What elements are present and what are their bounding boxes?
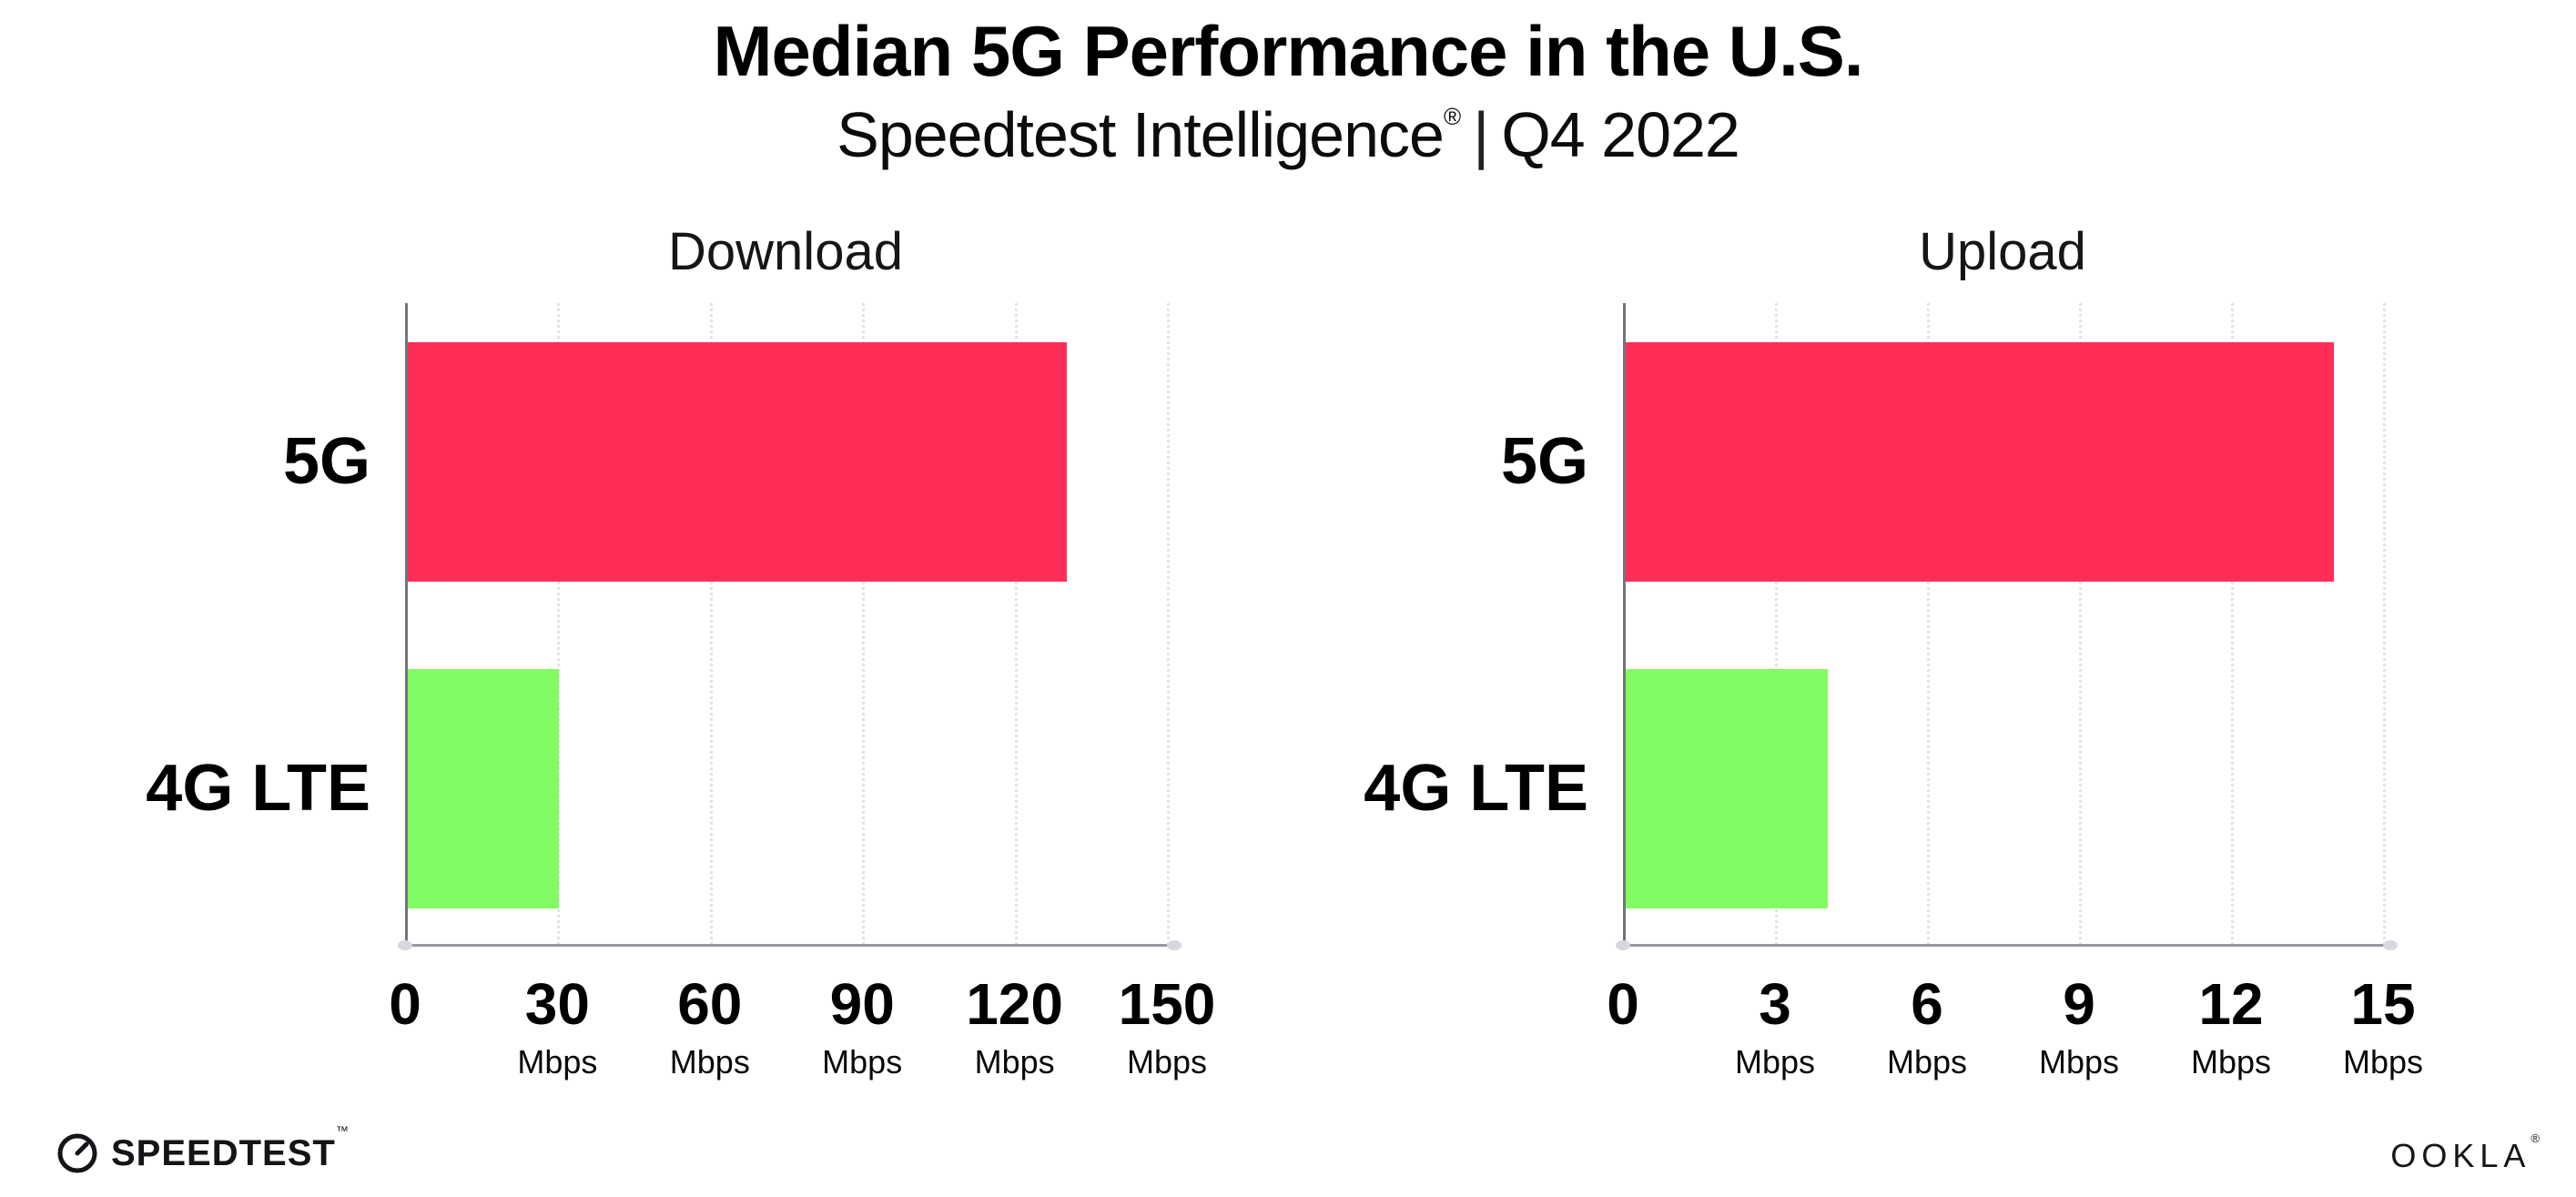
x-axis-ticks-upload: 0 3 Mbps 6 Mbps 9 Mbps 12 Mbps 15 Mbps — [1607, 971, 2423, 1093]
gridline — [709, 303, 713, 945]
x-axis-ticks-download: 0 30 Mbps 60 Mbps 90 Mbps 120 Mbps 150 M… — [389, 971, 1215, 1093]
y-axis-line — [405, 303, 408, 945]
category-label-4g-lte: 4G LTE — [146, 752, 370, 825]
tick-label: 30 Mbps — [517, 971, 598, 1080]
ookla-wordmark: OOKLA — [2390, 1137, 2531, 1174]
tick-label: 9 Mbps — [2038, 971, 2120, 1080]
x-axis-line — [398, 940, 1182, 950]
gridline — [557, 303, 561, 945]
bar-5g-upload — [1625, 342, 2335, 582]
subtitle-product: Speedtest Intelligence — [837, 98, 1445, 170]
subtitle-separator: | — [1473, 98, 1489, 170]
category-label-5g: 5G — [282, 425, 370, 498]
chart-title-download: Download — [668, 222, 903, 281]
category-label-5g: 5G — [1500, 425, 1588, 498]
gridline — [1775, 303, 1778, 945]
plot-area-download — [398, 303, 1182, 950]
tick-label: 15 Mbps — [2342, 971, 2424, 1080]
chart-title-upload: Upload — [1919, 222, 2086, 281]
speedtest-logo: SPEEDTEST™ — [56, 1123, 350, 1174]
gridline — [2231, 303, 2234, 945]
tick-label: 60 Mbps — [669, 971, 750, 1080]
speedtest-wordmark: SPEEDTEST™ — [111, 1123, 350, 1173]
page-title: Median 5G Performance in the U.S. — [713, 11, 1864, 91]
page-subtitle: Speedtest Intelligence® | Q4 2022 — [0, 98, 2576, 170]
gridline — [862, 303, 866, 945]
gridline — [1927, 303, 1930, 945]
bar-5g-download — [407, 342, 1068, 582]
gridline — [2079, 303, 2082, 945]
registered-mark: ® — [2530, 1131, 2540, 1145]
ookla-logo: OOKLA® — [2390, 1132, 2540, 1174]
y-axis-line — [1623, 303, 1626, 945]
tick-label: 6 Mbps — [1886, 971, 1968, 1080]
trademark-mark: ™ — [335, 1123, 350, 1138]
tick-label: 12 Mbps — [2190, 971, 2272, 1080]
gridline — [1167, 303, 1170, 945]
tick-label: 150 Mbps — [1118, 971, 1216, 1080]
speedtest-gauge-icon — [57, 1133, 97, 1173]
tick-label: 90 Mbps — [822, 971, 903, 1080]
gridline — [2383, 303, 2386, 945]
tick-label: 3 Mbps — [1734, 971, 1816, 1080]
subtitle-period: Q4 2022 — [1501, 98, 1740, 170]
category-label-4g-lte: 4G LTE — [1364, 752, 1588, 825]
header: Median 5G Performance in the U.S. Speedt… — [0, 0, 2576, 170]
bar-4g-lte-download — [407, 669, 560, 908]
registered-mark: ® — [1443, 102, 1461, 130]
bar-4g-lte-upload — [1625, 669, 1828, 908]
tick-label: 0 — [1607, 971, 1639, 1037]
plot-area-upload — [1616, 303, 2398, 950]
tick-label: 0 — [389, 971, 421, 1037]
gridline — [1014, 303, 1018, 945]
x-axis-line — [1616, 940, 2398, 950]
tick-label: 120 Mbps — [966, 971, 1063, 1080]
